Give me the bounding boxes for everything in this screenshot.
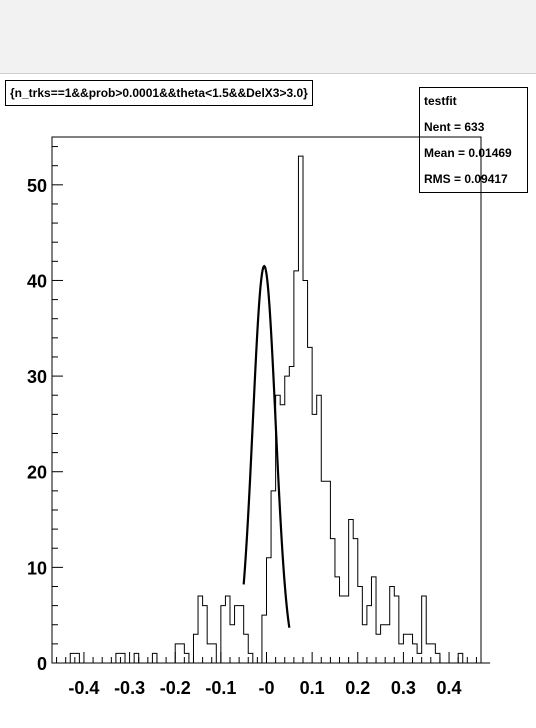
y-axis-tick-labels: 0 10 20 30 40 50	[27, 176, 47, 674]
histogram-bin	[198, 596, 203, 663]
histogram-bin	[358, 586, 363, 663]
histogram-bin	[340, 596, 345, 663]
y-tick-label: 0	[37, 654, 47, 674]
top-toolbar-area	[0, 0, 536, 74]
histogram-bin	[413, 644, 418, 663]
histogram-bin	[175, 644, 180, 663]
histogram-bin	[381, 625, 386, 663]
x-tick-label: 0.2	[345, 678, 370, 698]
histogram-bin	[152, 653, 157, 663]
histogram-bin	[399, 644, 404, 663]
stats-box: testfit Nent = 633 Mean = 0.01469 RMS = …	[419, 87, 528, 193]
stats-entries: Nent = 633	[424, 120, 485, 134]
histogram-bin	[371, 577, 376, 663]
x-tick-label: 0.3	[391, 678, 416, 698]
gaussian-fit-curve	[242, 264, 291, 628]
histogram-bin	[417, 653, 422, 663]
histogram-bin	[376, 634, 381, 663]
x-axis-tick-labels: -0.4 -0.3 -0.2 -0.1 -0 0.1 0.2 0.3 0.4	[68, 678, 461, 698]
histogram-bin	[235, 606, 240, 663]
histogram-bin	[326, 481, 331, 663]
histogram-bin	[180, 644, 185, 663]
x-tick-label: -0.4	[68, 678, 99, 698]
histogram-bin	[193, 634, 198, 663]
stats-name: testfit	[424, 94, 457, 108]
histogram-bin	[203, 606, 208, 663]
histogram-bin	[458, 653, 463, 663]
x-tick-label: 0.4	[437, 678, 462, 698]
y-tick-label: 40	[27, 271, 47, 291]
histogram-bin	[321, 481, 326, 663]
histogram-bin	[134, 653, 139, 663]
histogram-bin	[308, 347, 313, 663]
histogram-bin	[244, 634, 249, 663]
histogram-bin	[298, 156, 303, 663]
histogram-bin	[248, 653, 253, 663]
histogram-bin	[330, 539, 335, 663]
x-tick-label: -0	[258, 678, 274, 698]
histogram-bin	[116, 653, 121, 663]
x-tick-label: -0.3	[114, 678, 145, 698]
x-tick-label: -0.2	[160, 678, 191, 698]
histogram-bin	[239, 606, 244, 663]
histogram-bin	[317, 395, 322, 663]
histogram-bin	[385, 625, 390, 663]
x-tick-label: -0.1	[205, 678, 236, 698]
stats-rms: RMS = 0.09417	[424, 172, 508, 186]
histogram-bin	[271, 491, 276, 663]
y-tick-label: 50	[27, 176, 47, 196]
x-tick-label: 0.1	[300, 678, 325, 698]
histogram-bin	[349, 520, 354, 663]
histogram-bin	[221, 606, 226, 663]
histogram-bin	[262, 615, 267, 663]
histogram-bin	[390, 586, 395, 663]
histogram-bin	[335, 577, 340, 663]
x-axis-ticks	[56, 652, 477, 663]
stats-mean: Mean = 0.01469	[424, 146, 512, 160]
histogram-bin	[403, 634, 408, 663]
histogram-bin	[212, 644, 217, 663]
histogram-bin	[422, 596, 427, 663]
histogram-bin	[362, 625, 367, 663]
histogram-bin	[70, 653, 75, 663]
histogram-bin	[426, 644, 431, 663]
histogram-bin	[344, 596, 349, 663]
histogram-bin	[367, 606, 372, 663]
histogram-bin	[184, 653, 189, 663]
histogram-bin	[431, 644, 436, 663]
histogram-bin	[225, 596, 230, 663]
y-tick-label: 30	[27, 367, 47, 387]
histogram-bin	[120, 653, 125, 663]
histogram-bin	[394, 596, 399, 663]
y-tick-label: 20	[27, 463, 47, 483]
histogram-bin	[267, 558, 272, 663]
y-axis-ticks	[52, 146, 63, 664]
plot-title: {n_trks==1&&prob>0.0001&&theta<1.5&&DelX…	[5, 80, 313, 106]
histogram-bin	[230, 625, 235, 663]
histogram-bin	[75, 653, 80, 663]
histogram-bin	[303, 280, 308, 663]
y-tick-label: 10	[27, 558, 47, 578]
histogram-bin	[435, 653, 440, 663]
histogram-bin	[289, 367, 294, 663]
histogram-bin	[312, 414, 317, 663]
histogram-bin	[207, 644, 212, 663]
histogram-bin	[294, 271, 299, 663]
histogram-bin	[353, 539, 358, 663]
histogram-outline	[52, 155, 491, 664]
histogram-bin	[408, 634, 413, 663]
